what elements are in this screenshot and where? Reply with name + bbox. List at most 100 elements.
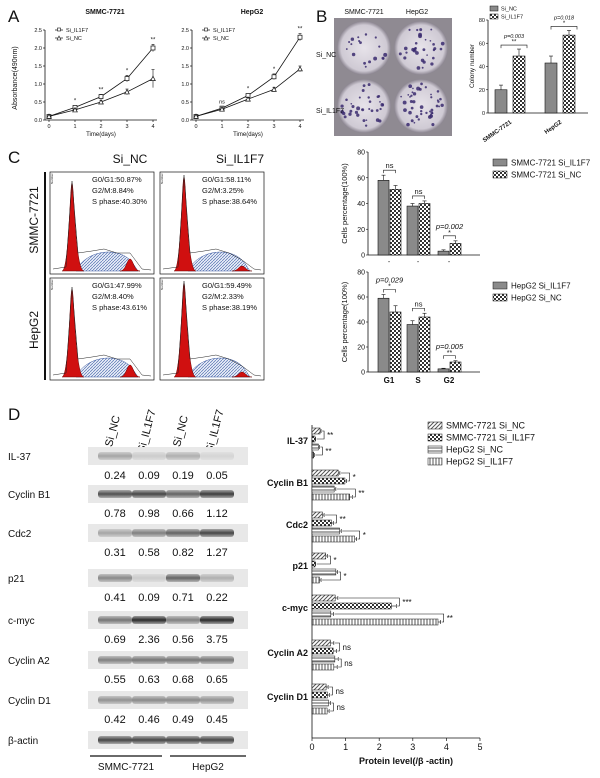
data-point	[124, 76, 130, 81]
colony	[402, 100, 407, 105]
blot-row-label: Cdc2	[8, 529, 32, 540]
ns-label: ns	[386, 161, 394, 170]
ns-label: ns	[343, 643, 351, 652]
blot-band	[132, 529, 166, 537]
blot-band	[166, 452, 200, 460]
y-tick-label: 60	[357, 175, 365, 182]
histogram-trace	[52, 180, 152, 271]
significance-bracket	[412, 307, 425, 312]
histogram-axis-label: Number	[50, 173, 54, 184]
histogram-g2-peak	[119, 258, 141, 272]
colony	[414, 41, 418, 45]
colony	[433, 47, 437, 51]
bar	[311, 610, 332, 618]
y-tick-label: 20	[479, 88, 485, 94]
colony	[374, 36, 377, 39]
significance-bracket	[383, 169, 396, 174]
histogram-stat: S phase:43.61%	[92, 303, 147, 312]
blot-band	[200, 490, 234, 498]
x-tick-label: 3	[125, 124, 128, 130]
band-quant-value: 0.58	[138, 547, 159, 559]
y-tick-label: 60	[357, 295, 365, 302]
y-tick-label: 2.0	[34, 46, 42, 52]
bar	[389, 189, 402, 256]
colony	[413, 121, 416, 124]
bar	[406, 205, 419, 256]
data-point	[150, 75, 156, 81]
blot-band	[132, 616, 166, 624]
colony	[426, 54, 428, 56]
colony	[416, 66, 421, 70]
x-dash-label: -	[417, 259, 420, 266]
significance-star: *	[363, 531, 366, 540]
data-point	[124, 88, 130, 95]
blot-band-actin	[166, 736, 200, 744]
band-quant-value: 0.46	[138, 714, 159, 726]
colony	[340, 104, 344, 108]
y-tick-label: 0	[361, 253, 365, 260]
significance-star: *	[247, 87, 250, 93]
band-quant-value: 0.71	[172, 592, 193, 604]
significance-bracket	[340, 472, 350, 482]
x-tick-label: 2	[246, 124, 249, 130]
colony	[349, 109, 353, 113]
band-quant-value: 0.98	[138, 508, 159, 520]
colony	[400, 95, 402, 98]
x-tick-label: 2	[377, 742, 382, 752]
blot-band	[98, 696, 132, 704]
histogram-trace	[162, 280, 262, 377]
flow-histograms: Number G0/G1:50.87% G2/M:8.84% S phase:40.3…	[49, 171, 265, 381]
significance-star: **	[358, 489, 364, 498]
colony	[342, 111, 346, 116]
blot-band	[200, 452, 234, 460]
colony	[350, 43, 353, 46]
legend-swatch	[427, 457, 443, 466]
blot-band	[98, 656, 132, 664]
significance-star: **	[512, 40, 517, 46]
bar	[311, 469, 339, 477]
y-tick-label: 40	[357, 320, 365, 327]
colony	[411, 91, 414, 94]
legend-marker	[56, 35, 62, 41]
data-point	[297, 65, 303, 72]
legend-swatch	[492, 281, 508, 290]
colony-dots	[340, 28, 445, 127]
colony	[422, 48, 426, 52]
growth-chart-smmc: 0.0 0.5 1.0 1.5 2.0 2.5 0 1 2 3 4 Time(days) SMMC-77…	[34, 9, 157, 138]
legend-swatch	[489, 13, 499, 20]
histogram-stat: G2/M:8.84%	[92, 186, 134, 195]
band-quant-value: 0.78	[104, 508, 125, 520]
band-quant-value: 1.12	[206, 508, 227, 520]
legend-swatch	[492, 293, 508, 302]
blot-row-label-actin: β-actin	[8, 736, 38, 747]
x-tick-label: 3	[410, 742, 415, 752]
bar	[512, 55, 526, 114]
data-point	[46, 113, 52, 119]
colony	[375, 109, 379, 112]
significance-bracket	[412, 195, 425, 199]
colony-image-title-smmc: SMMC-7721	[344, 9, 383, 16]
cell-line-label: SMMC-7721	[98, 762, 155, 773]
significance-bracket	[550, 26, 578, 30]
colony	[412, 92, 417, 96]
panel-c-cell-cycle: Si_NC Si_IL1F7 SMMC-7721 HepG2 Number G0/…	[27, 150, 591, 386]
colony	[430, 113, 432, 116]
significance-bracket	[338, 658, 342, 668]
x-tick-label: 5	[477, 742, 482, 752]
colony	[345, 98, 348, 101]
colony	[367, 83, 371, 87]
blot-band	[98, 574, 132, 582]
colony	[381, 103, 384, 106]
colony	[407, 94, 410, 96]
data-point	[271, 86, 277, 92]
colony	[428, 115, 432, 119]
colony	[373, 56, 378, 61]
blot-row-label: Cyclin B1	[8, 490, 51, 501]
chart-title: HepG2	[241, 9, 264, 16]
panel-label-c: C	[8, 148, 20, 167]
blot-band-actin	[200, 736, 234, 744]
band-quant-value: 0.09	[138, 470, 159, 482]
colony	[421, 66, 424, 69]
colony	[354, 110, 359, 114]
